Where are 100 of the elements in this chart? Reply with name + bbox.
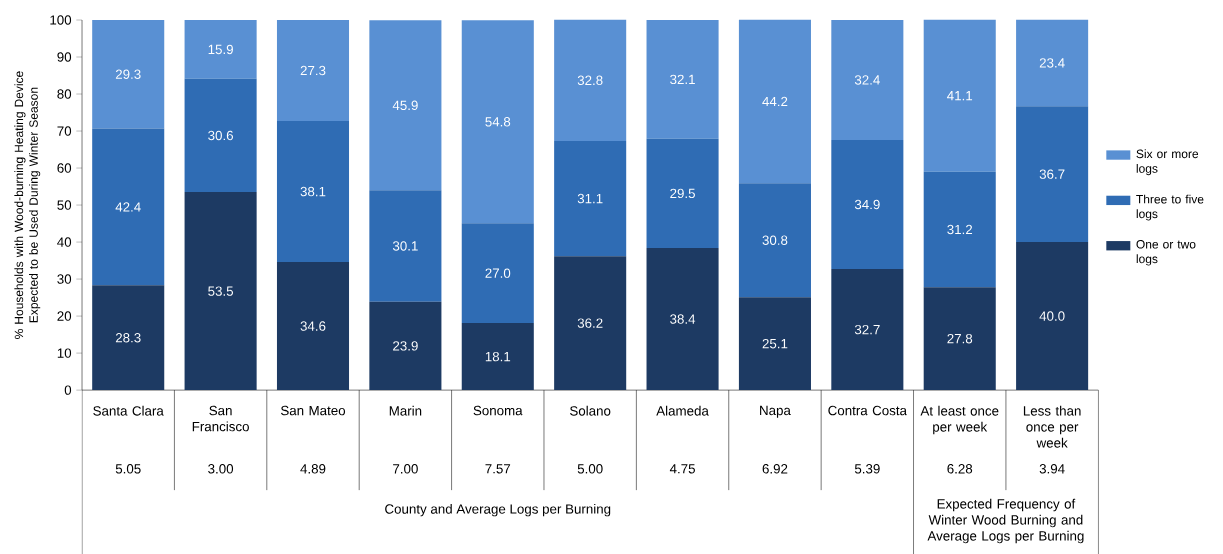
- data-label: 23.4: [1039, 58, 1065, 68]
- y-tick-label: 100: [50, 15, 72, 25]
- bar: [184, 78, 257, 193]
- bar: [738, 19, 811, 184]
- legend-label: One or two logs: [1136, 239, 1196, 266]
- x-tick-label: Alameda: [656, 405, 709, 416]
- data-label: 36.7: [1039, 169, 1065, 179]
- y-axis-title: % Households with Wood-burning Heating Device Expected to be Used During Winter Season: [14, 71, 41, 339]
- data-label: 54.8: [485, 116, 511, 127]
- text: 6.92: [762, 464, 788, 474]
- bar: [831, 269, 904, 391]
- text: 7.00: [393, 464, 418, 474]
- y-tick-label: 70: [57, 126, 72, 136]
- bar: [646, 247, 719, 391]
- y-tick-label: 60: [57, 163, 72, 173]
- bar: [646, 19, 719, 139]
- data-label: 32.8: [577, 75, 603, 85]
- data-label: 29.5: [670, 188, 695, 199]
- text: 7.57: [485, 464, 511, 474]
- text: County and Average Logs per Burning: [385, 503, 611, 517]
- y-tick-label: 30: [57, 274, 72, 284]
- data-label: 23.9: [393, 341, 418, 351]
- bar: [369, 301, 442, 391]
- text: 4.89: [300, 464, 326, 474]
- x-tick-label: Less than once per week: [1023, 405, 1081, 448]
- bar: [923, 19, 996, 172]
- x-tick-label: Napa: [760, 405, 791, 418]
- data-label: 34.6: [300, 321, 326, 331]
- data-label: 44.2: [762, 96, 788, 106]
- bar: [92, 19, 165, 129]
- x-tick-label: San Francisco: [192, 405, 249, 432]
- bar: [1016, 241, 1089, 391]
- bar: [738, 297, 811, 391]
- bar: [554, 19, 627, 141]
- x-tick-label: Santa Clara: [93, 405, 164, 416]
- bar: [184, 19, 257, 79]
- data-label: 29.3: [115, 69, 141, 79]
- data-label: 40.0: [1039, 311, 1065, 321]
- data-label: 34.9: [854, 199, 880, 210]
- data-label: 25.1: [762, 338, 788, 349]
- y-tick-label: 20: [57, 311, 72, 321]
- y-tick-label: 50: [57, 200, 72, 210]
- data-label: 32.7: [854, 324, 880, 335]
- text: 5.39: [854, 464, 880, 474]
- data-label: 30.1: [392, 241, 418, 251]
- bar: [831, 139, 904, 270]
- data-label: 31.1: [577, 193, 603, 204]
- x-tick-label: Sonoma: [473, 405, 523, 416]
- x-tick-label: San Mateo: [280, 405, 346, 416]
- text: 6.28: [947, 464, 973, 474]
- bar: [1016, 19, 1089, 107]
- y-tick-label: 0: [64, 385, 72, 395]
- data-label: 30.8: [762, 235, 788, 245]
- bar: [276, 19, 350, 121]
- data-label: 27.0: [485, 268, 511, 278]
- data-label: 53.5: [208, 286, 234, 296]
- data-label: 27.8: [947, 333, 973, 344]
- bar: [923, 171, 996, 288]
- text: 5.00: [577, 464, 603, 474]
- bar: [831, 19, 904, 140]
- legend-label: Six or more logs: [1136, 149, 1199, 176]
- data-label: 42.4: [115, 202, 141, 212]
- bar: [276, 261, 350, 391]
- data-label: 38.4: [670, 314, 696, 324]
- x-tick-label: At least once per week: [920, 405, 999, 435]
- bar: [369, 190, 442, 302]
- bar: [276, 120, 350, 262]
- data-label: 30.6: [208, 130, 234, 141]
- bar: [92, 128, 165, 286]
- bar: [369, 20, 442, 191]
- y-tick-label: 90: [57, 52, 72, 62]
- bar: [554, 256, 627, 391]
- text: 4.75: [669, 464, 695, 474]
- text: 3.94: [1039, 464, 1065, 474]
- bar: [184, 192, 257, 391]
- data-label: 38.1: [300, 186, 326, 197]
- bar: [461, 323, 534, 391]
- y-tick-label: 40: [57, 237, 72, 247]
- data-label: 41.1: [947, 91, 973, 101]
- text: 5.05: [115, 464, 141, 474]
- bar: [646, 138, 719, 248]
- bar: [92, 285, 165, 391]
- data-label: 18.1: [485, 351, 511, 362]
- legend-label: Three to five logs: [1136, 194, 1204, 221]
- data-label: 32.4: [854, 75, 880, 85]
- data-label: 27.3: [300, 65, 326, 76]
- bar: [461, 20, 534, 224]
- x-tick-label: Solano: [570, 405, 611, 416]
- text: 3.00: [208, 464, 234, 474]
- x-tick-label: Marin: [389, 405, 422, 416]
- text: Expected Frequency of Winter Wood Burning and Average Logs per Burning: [927, 498, 1084, 544]
- bar: [923, 287, 996, 391]
- bar: [1016, 106, 1089, 242]
- data-label: 28.3: [115, 332, 141, 343]
- bar: [738, 183, 811, 298]
- data-label: 36.2: [577, 318, 603, 328]
- data-label: 15.9: [208, 44, 233, 55]
- y-tick-label: 10: [57, 348, 72, 358]
- y-tick-label: 80: [57, 89, 72, 99]
- data-label: 32.1: [670, 74, 695, 85]
